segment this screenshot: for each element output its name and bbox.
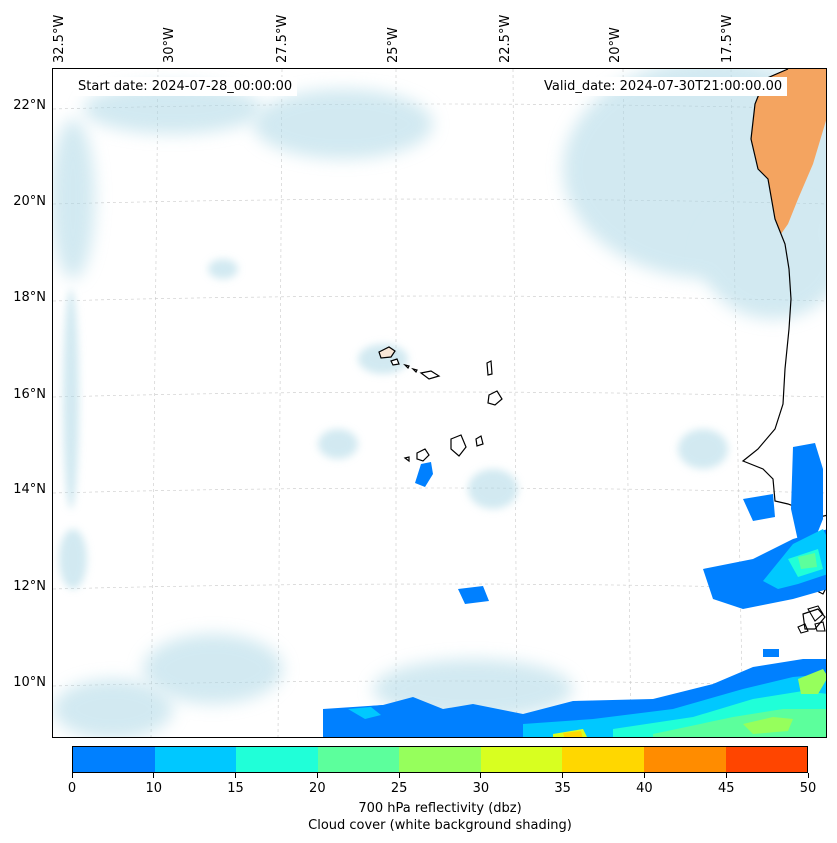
- colorbar-segment: [480, 747, 563, 772]
- map-canvas: [53, 69, 826, 737]
- colorbar-tick-label: 20: [309, 781, 326, 796]
- latitude-label: 22°N: [13, 98, 46, 113]
- start-date-label: Start date: 2024-07-28_00:00:00: [73, 77, 298, 96]
- map-panel[interactable]: [52, 68, 827, 738]
- colorbar-label-2: Cloud cover (white background shading): [308, 818, 572, 833]
- latitude-label: 18°N: [13, 290, 46, 305]
- colorbar-tick: [725, 773, 727, 778]
- longitude-label: 27.5°W: [275, 14, 290, 63]
- longitude-label: 17.5°W: [720, 14, 735, 63]
- colorbar-tick: [807, 773, 809, 778]
- colorbar-segment: [562, 747, 644, 772]
- colorbar-tick: [643, 773, 645, 778]
- colorbar-tick-label: 0: [67, 781, 77, 796]
- colorbar-tick-label: 30: [472, 781, 490, 796]
- colorbar-tick: [71, 773, 73, 778]
- colorbar-segment: [399, 747, 481, 772]
- cloud-cover-shading: [53, 69, 826, 737]
- colorbar-tick: [562, 773, 564, 778]
- colorbar-tick: [316, 773, 318, 778]
- colorbar-label-1: 700 hPa reflectivity (dbz): [358, 801, 522, 816]
- colorbar-tick-label: 45: [717, 781, 735, 796]
- colorbar-segment: [236, 747, 318, 772]
- latitude-label: 20°N: [13, 194, 46, 209]
- colorbar-tick-label: 15: [227, 781, 244, 796]
- longitude-label: 30°W: [162, 27, 177, 63]
- colorbar-tick-label: 40: [636, 781, 653, 796]
- colorbar-tick-label: 50: [799, 781, 817, 796]
- colorbar-segment: [154, 747, 237, 772]
- colorbar-tick: [398, 773, 400, 778]
- colorbar-tick-label: 25: [390, 781, 408, 796]
- colorbar-segment: [73, 747, 155, 772]
- colorbar-segment: [317, 747, 400, 772]
- reflectivity-shading: [323, 443, 826, 737]
- cape-verde-islands: [378, 346, 503, 463]
- colorbar-tick-label: 10: [145, 781, 163, 796]
- latitude-label: 16°N: [13, 387, 46, 402]
- latitude-label: 10°N: [13, 675, 46, 690]
- reflectivity-colorbar: [72, 746, 808, 773]
- latitude-label: 12°N: [13, 579, 46, 594]
- valid-date-label: Valid_date: 2024-07-30T21:00:00.00: [539, 77, 788, 96]
- colorbar-tick: [153, 773, 155, 778]
- longitude-label: 22.5°W: [498, 14, 513, 63]
- latitude-label: 14°N: [13, 482, 46, 497]
- longitude-label: 32.5°W: [52, 14, 67, 63]
- longitude-label: 25°W: [386, 27, 401, 63]
- colorbar-tick: [235, 773, 237, 778]
- colorbar-segment: [725, 747, 808, 772]
- colorbar-tick: [480, 773, 482, 778]
- coastal-outline-details: [797, 605, 826, 634]
- longitude-label: 20°W: [608, 27, 623, 63]
- colorbar-tick-label: 35: [554, 781, 571, 796]
- colorbar-segment: [643, 747, 726, 772]
